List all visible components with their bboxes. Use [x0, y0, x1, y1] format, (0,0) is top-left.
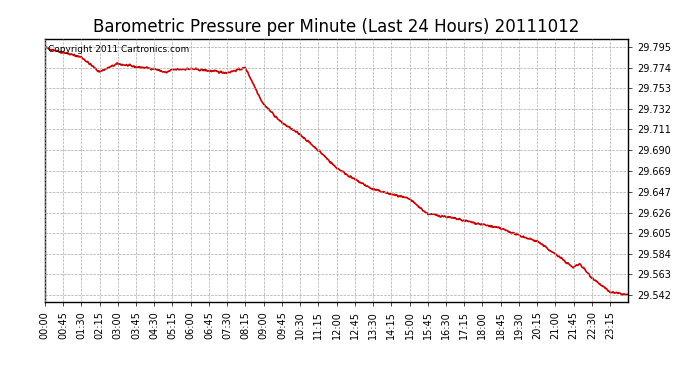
Text: Copyright 2011 Cartronics.com: Copyright 2011 Cartronics.com [48, 45, 189, 54]
Title: Barometric Pressure per Minute (Last 24 Hours) 20111012: Barometric Pressure per Minute (Last 24 … [93, 18, 580, 36]
